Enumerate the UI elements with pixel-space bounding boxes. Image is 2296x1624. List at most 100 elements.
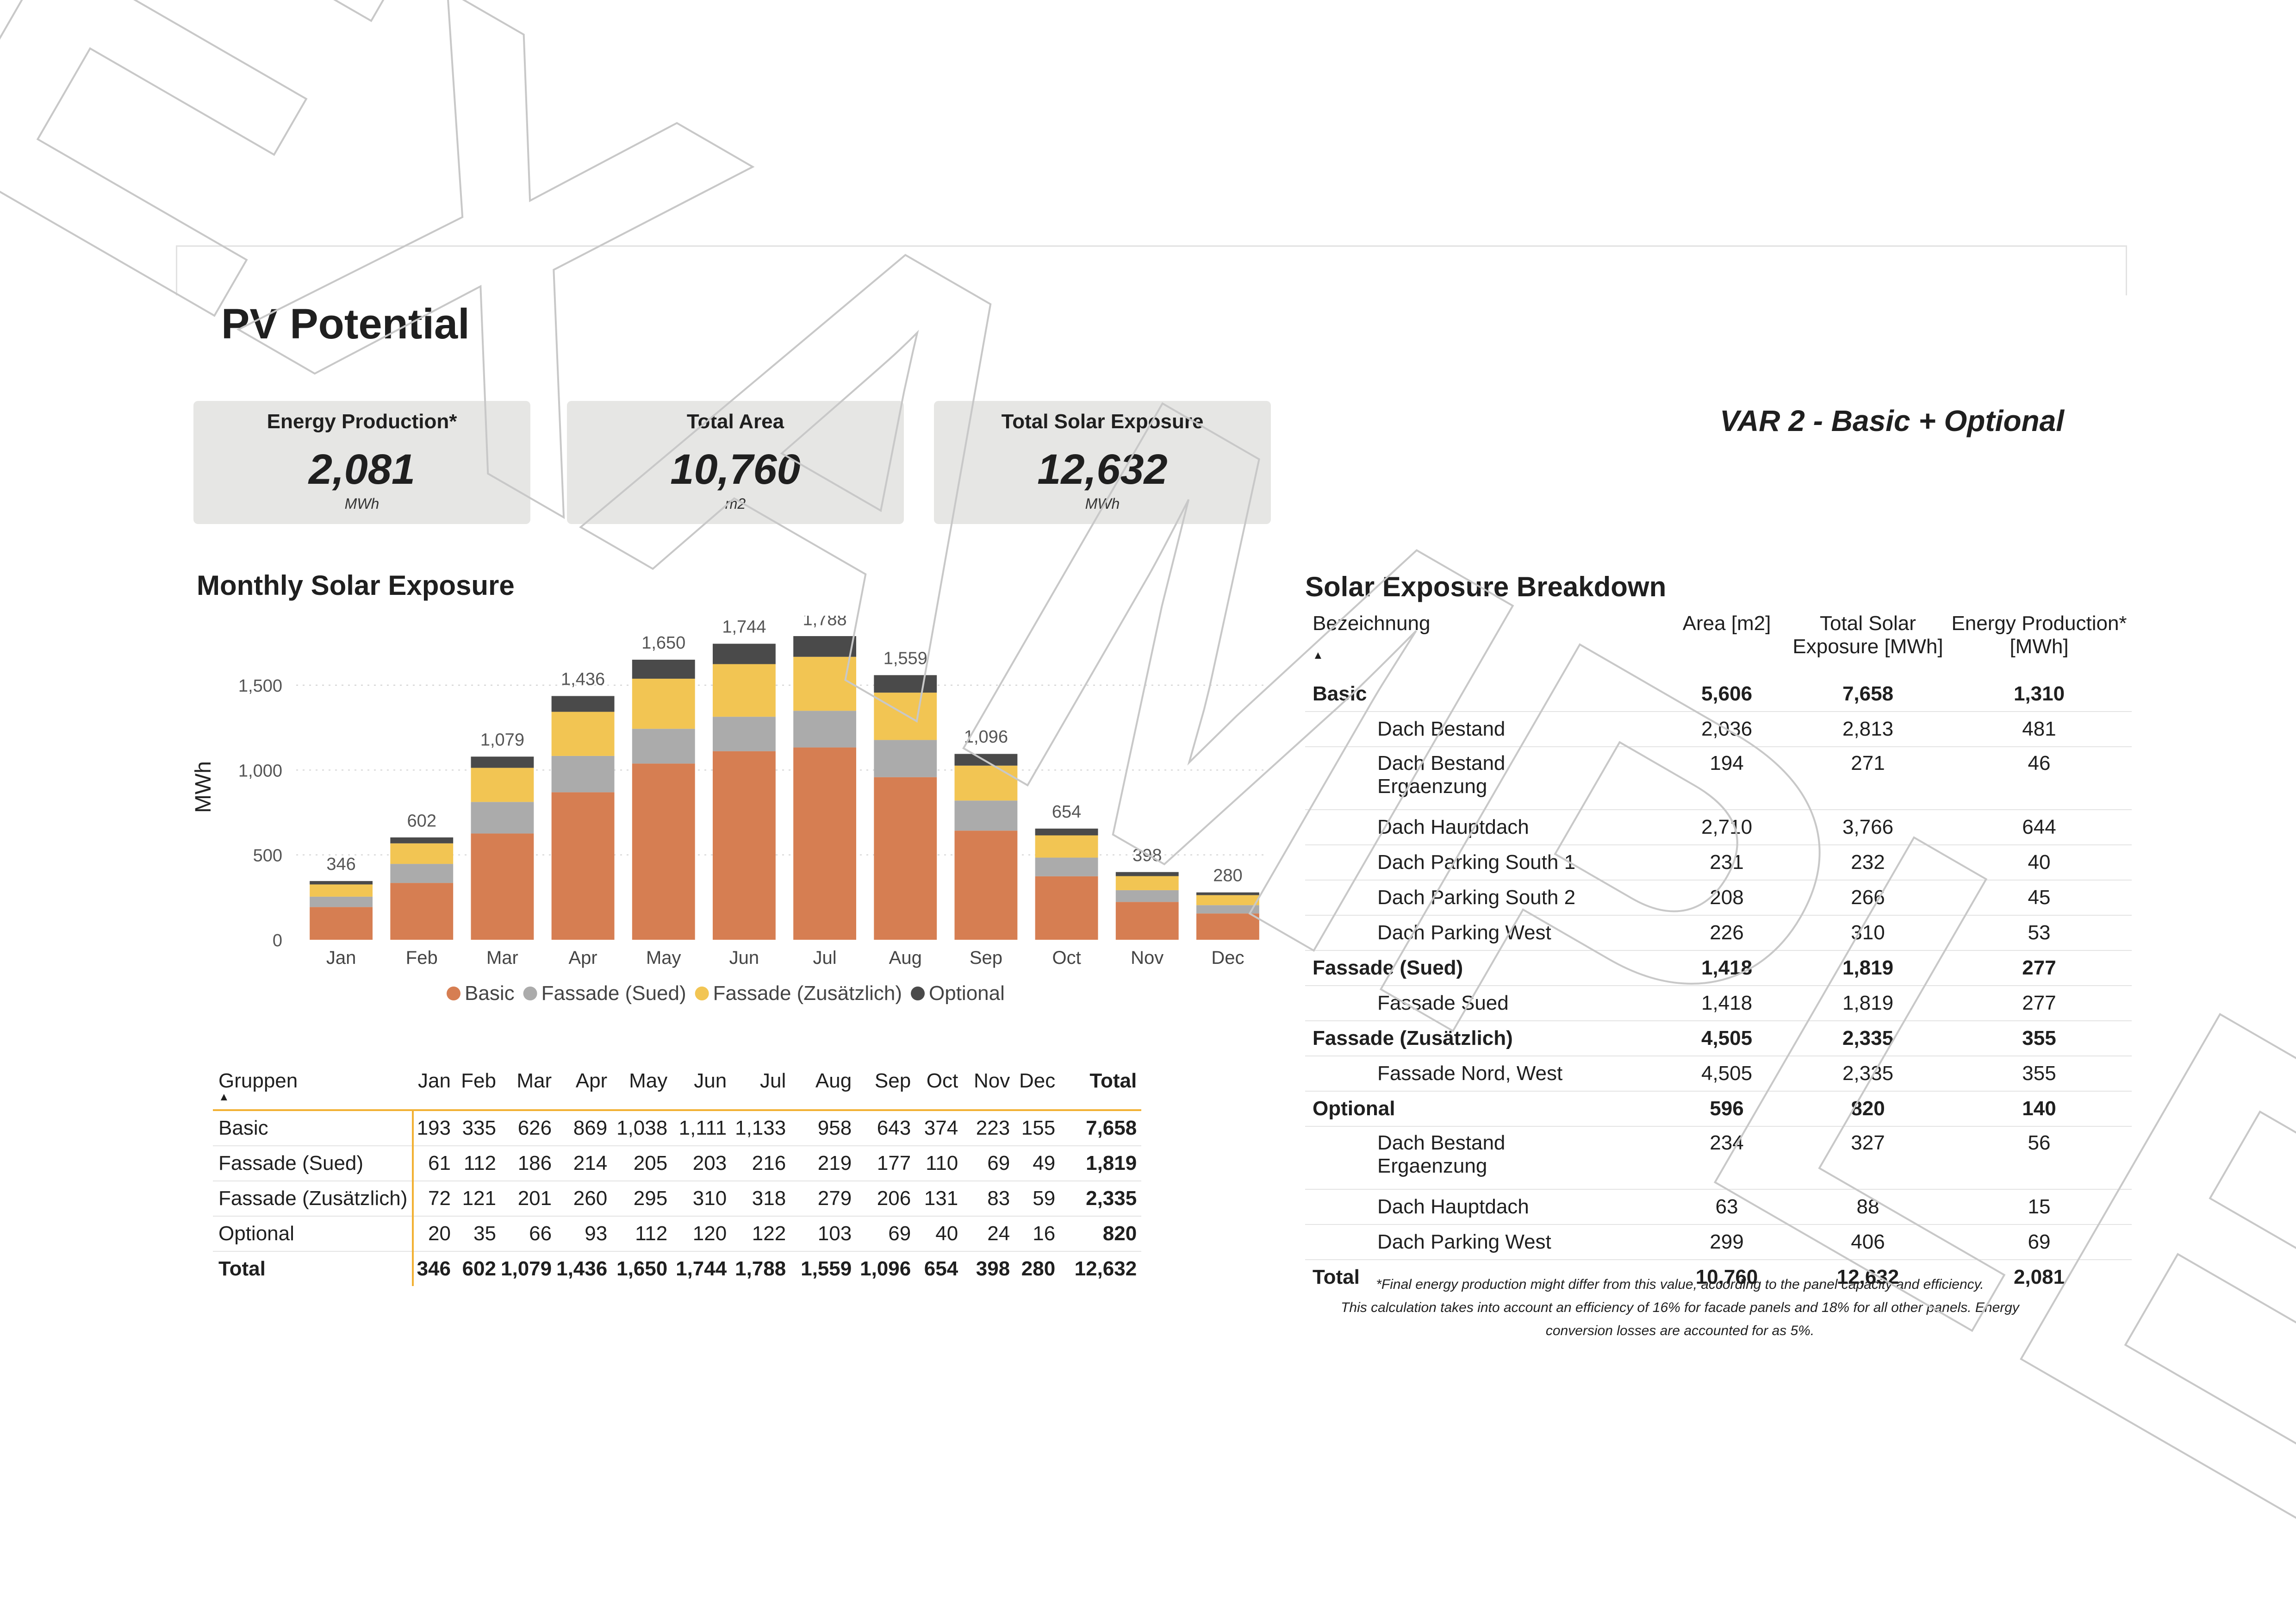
bar-segment-fassade-zus-tzlich-[interactable] — [874, 693, 937, 740]
legend-entry[interactable]: Basic — [465, 982, 515, 1005]
legend-entry[interactable]: Fassade (Zusätzlich) — [713, 982, 902, 1005]
column-header[interactable]: Aug — [790, 1069, 857, 1111]
bar-segment-fassade-sued-[interactable] — [712, 717, 776, 751]
table-row[interactable]: Fassade Nord, West 4,505 2,335 355 — [1305, 1056, 2132, 1092]
group-row[interactable]: Optional 596 820 140 — [1305, 1091, 2132, 1127]
bar-segment-fassade-sued-[interactable] — [551, 756, 615, 793]
bar-segment-optional[interactable] — [1035, 828, 1098, 836]
cell-value: 234 — [1664, 1126, 1789, 1190]
bar-segment-basic[interactable] — [954, 831, 1018, 940]
column-header[interactable]: Jul — [731, 1069, 791, 1111]
column-header[interactable]: Energy Production* [MWh] — [1951, 612, 2127, 658]
bar-segment-basic[interactable] — [712, 751, 776, 940]
legend-entry[interactable]: Optional — [929, 982, 1005, 1005]
table-row[interactable]: Dach Bestand 2,036 2,813 481 — [1305, 712, 2132, 747]
bar-segment-basic[interactable] — [874, 777, 937, 940]
bar-segment-optional[interactable] — [1115, 872, 1179, 876]
column-header[interactable]: Mar — [501, 1069, 557, 1111]
bar-segment-fassade-sued-[interactable] — [793, 711, 857, 748]
bar-segment-fassade-zus-tzlich-[interactable] — [310, 884, 373, 897]
bar-segment-fassade-sued-[interactable] — [471, 802, 534, 834]
bar-segment-fassade-zus-tzlich-[interactable] — [1035, 835, 1098, 858]
bar-segment-fassade-sued-[interactable] — [1196, 905, 1259, 914]
bar-segment-fassade-sued-[interactable] — [390, 864, 454, 883]
sort-ascending-icon[interactable]: ▲ — [218, 1091, 230, 1103]
column-header[interactable]: Oct — [915, 1069, 963, 1111]
bar-segment-optional[interactable] — [712, 643, 776, 664]
kpi-total-solar-exposure: Total Solar Exposure 12,632 MWh — [934, 401, 1271, 524]
bar-segment-fassade-zus-tzlich-[interactable] — [471, 768, 534, 802]
column-header[interactable]: Apr — [556, 1069, 612, 1111]
cell-value: 299 — [1664, 1224, 1789, 1260]
cell-value: 219 — [790, 1146, 857, 1181]
cell-value: 15 — [1947, 1189, 2132, 1225]
bar-segment-fassade-zus-tzlich-[interactable] — [632, 679, 695, 729]
bar-segment-basic[interactable] — [1196, 913, 1259, 940]
table-row[interactable]: Dach Bestand Ergaenzung 234 327 56 — [1305, 1126, 2132, 1190]
cell-value: 140 — [1947, 1091, 2132, 1127]
column-header[interactable]: May — [612, 1069, 672, 1111]
bar-segment-optional[interactable] — [310, 881, 373, 885]
bar-segment-optional[interactable] — [471, 756, 534, 768]
group-row[interactable]: Basic 5,606 7,658 1,310 — [1305, 677, 2132, 712]
bar-segment-fassade-zus-tzlich-[interactable] — [1115, 876, 1179, 890]
bar-segment-fassade-sued-[interactable] — [632, 729, 695, 764]
table-row[interactable]: Dach Parking South 2 208 266 45 — [1305, 880, 2132, 916]
bar-segment-fassade-zus-tzlich-[interactable] — [954, 765, 1018, 801]
table-row[interactable]: Dach Hauptdach 2,710 3,766 644 — [1305, 810, 2132, 845]
bar-segment-fassade-zus-tzlich-[interactable] — [551, 712, 615, 756]
bar-segment-basic[interactable] — [1115, 902, 1179, 940]
table-row[interactable]: Dach Parking West 226 310 53 — [1305, 915, 2132, 951]
column-header[interactable]: Bezeichnung ▲ — [1305, 612, 1664, 677]
column-header[interactable]: Jan — [413, 1069, 455, 1111]
bar-segment-fassade-sued-[interactable] — [1035, 857, 1098, 876]
bar-segment-fassade-zus-tzlich-[interactable] — [712, 664, 776, 717]
y-tick-label: 1,000 — [238, 761, 282, 781]
table-row[interactable]: Dach Parking West 299 406 69 — [1305, 1224, 2132, 1260]
bar-segment-optional[interactable] — [793, 636, 857, 657]
bar-segment-optional[interactable] — [954, 754, 1018, 766]
column-header[interactable]: Nov — [963, 1069, 1015, 1111]
legend-entry[interactable]: Fassade (Sued) — [541, 982, 686, 1005]
bar-segment-fassade-sued-[interactable] — [1115, 890, 1179, 902]
bar-segment-optional[interactable] — [551, 696, 615, 712]
bar-segment-fassade-zus-tzlich-[interactable] — [793, 656, 857, 711]
table-row[interactable]: Dach Hauptdach 63 88 15 — [1305, 1189, 2132, 1225]
column-header[interactable]: Jun — [672, 1069, 732, 1111]
cell-value: 335 — [455, 1110, 501, 1146]
table-row[interactable]: Fassade Sued 1,418 1,819 277 — [1305, 986, 2132, 1021]
kpi-value: 2,081 — [308, 446, 416, 493]
bar-segment-basic[interactable] — [1035, 876, 1098, 940]
table-row: Basic 193 335 626 869 1,038 1,111 1,133 958 643 37… — [213, 1110, 1142, 1146]
bar-segment-basic[interactable] — [471, 833, 534, 940]
total-row[interactable]: Total 10,760 12,632 2,081 — [1305, 1260, 2132, 1294]
column-header[interactable]: Feb — [455, 1069, 501, 1111]
row-label: Dach Hauptdach — [1305, 810, 1664, 845]
bar-segment-optional[interactable] — [632, 660, 695, 679]
group-row[interactable]: Fassade (Sued) 1,418 1,819 277 — [1305, 950, 2132, 986]
table-row[interactable]: Dach Parking South 1 231 232 40 — [1305, 845, 2132, 881]
sort-ascending-icon[interactable]: ▲ — [1313, 649, 1324, 662]
bar-segment-optional[interactable] — [390, 837, 454, 843]
bar-segment-optional[interactable] — [874, 675, 937, 693]
bar-segment-basic[interactable] — [632, 763, 695, 940]
column-header[interactable]: Dec — [1014, 1069, 1060, 1111]
group-row[interactable]: Fassade (Zusätzlich) 4,505 2,335 355 — [1305, 1021, 2132, 1056]
column-header[interactable]: Total Solar Exposure [MWh] — [1792, 612, 1943, 658]
bar-segment-basic[interactable] — [390, 883, 454, 940]
bar-segment-optional[interactable] — [1196, 892, 1259, 895]
column-header[interactable]: Sep — [856, 1069, 916, 1111]
table-row[interactable]: Dach Bestand Ergaenzung 194 271 46 — [1305, 747, 2132, 810]
column-header[interactable]: Total — [1060, 1069, 1142, 1111]
bar-segment-fassade-sued-[interactable] — [874, 740, 937, 777]
bar-segment-fassade-zus-tzlich-[interactable] — [1196, 895, 1259, 906]
bar-segment-basic[interactable] — [551, 792, 615, 940]
bar-segment-basic[interactable] — [793, 747, 857, 940]
bar-segment-basic[interactable] — [310, 907, 373, 940]
column-header[interactable]: Gruppen ▲ — [213, 1069, 413, 1111]
bar-segment-fassade-zus-tzlich-[interactable] — [390, 843, 454, 864]
bar-segment-fassade-sued-[interactable] — [954, 800, 1018, 831]
column-header[interactable]: Area [m2] — [1682, 612, 1771, 635]
bar-segment-fassade-sued-[interactable] — [310, 896, 373, 907]
